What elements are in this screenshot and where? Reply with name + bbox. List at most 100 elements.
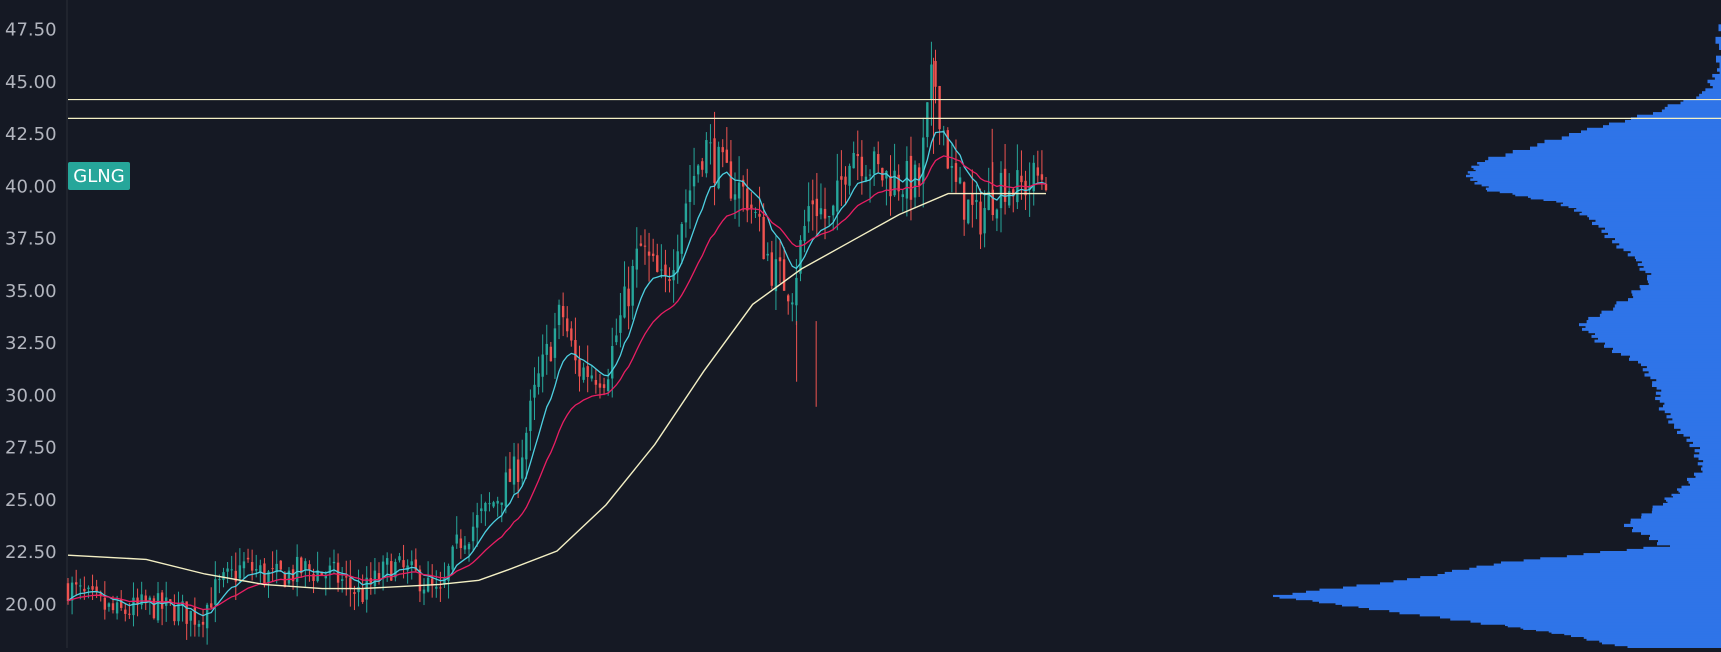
candle-body bbox=[632, 266, 634, 306]
candle-body bbox=[959, 177, 961, 183]
candle-body bbox=[312, 574, 314, 581]
candle-body bbox=[87, 588, 89, 589]
candle-body bbox=[722, 147, 724, 152]
candle-body bbox=[914, 165, 916, 198]
y-tick-label: 30.00 bbox=[5, 385, 57, 406]
candle-body bbox=[75, 582, 77, 584]
candle-body bbox=[971, 194, 973, 205]
candle-body bbox=[501, 503, 503, 505]
candle-body bbox=[116, 602, 118, 613]
candle-body bbox=[476, 515, 478, 528]
profile-bar bbox=[1716, 56, 1721, 63]
candle-body bbox=[619, 315, 621, 333]
candle-body bbox=[591, 375, 593, 378]
candle-body bbox=[758, 214, 760, 217]
candle-body bbox=[771, 252, 773, 285]
candle-body bbox=[938, 86, 940, 129]
candle-body bbox=[791, 302, 793, 304]
candle-body bbox=[521, 457, 523, 478]
candle-body bbox=[697, 166, 699, 175]
candle-body bbox=[214, 579, 216, 605]
y-tick-label: 27.50 bbox=[5, 438, 57, 459]
candle-body bbox=[889, 176, 891, 196]
candle-body bbox=[1041, 174, 1043, 180]
candle-body bbox=[779, 257, 781, 261]
candle-body bbox=[840, 176, 842, 180]
candle-body bbox=[349, 578, 351, 589]
candle-body bbox=[194, 607, 196, 624]
candle-body bbox=[611, 346, 613, 378]
y-tick-label: 35.00 bbox=[5, 281, 57, 302]
candle-body bbox=[607, 379, 609, 391]
candle-body bbox=[685, 203, 687, 222]
candle-body bbox=[541, 355, 543, 377]
candle-body bbox=[648, 252, 650, 256]
candle-body bbox=[124, 610, 126, 614]
candle-body bbox=[926, 102, 928, 137]
y-tick-label: 40.00 bbox=[5, 176, 57, 197]
candle-body bbox=[243, 561, 245, 568]
candle-body bbox=[902, 194, 904, 197]
candle-body bbox=[767, 254, 769, 256]
candle-body bbox=[983, 208, 985, 233]
y-tick-label: 20.00 bbox=[5, 594, 57, 615]
candle-body bbox=[734, 194, 736, 199]
candle-body bbox=[353, 592, 355, 594]
y-tick-label: 25.00 bbox=[5, 490, 57, 511]
candle-body bbox=[574, 340, 576, 360]
candle-body bbox=[812, 200, 814, 204]
candle-body bbox=[910, 156, 912, 200]
y-tick-label: 47.50 bbox=[5, 20, 57, 41]
candle-body bbox=[836, 181, 838, 212]
candle-body bbox=[333, 562, 335, 563]
candle-body bbox=[558, 305, 560, 325]
candle-body bbox=[844, 177, 846, 185]
candle-body bbox=[922, 138, 924, 184]
candle-body bbox=[893, 171, 895, 196]
candle-body bbox=[509, 469, 511, 482]
candle-body bbox=[848, 166, 850, 186]
y-tick-label: 22.50 bbox=[5, 542, 57, 563]
candle-body bbox=[615, 335, 617, 342]
candle-body bbox=[513, 456, 515, 484]
candle-body bbox=[599, 383, 601, 387]
candle-body bbox=[660, 269, 662, 270]
ticker-label: GLNG bbox=[73, 166, 124, 187]
candle-body bbox=[218, 579, 220, 580]
candle-body bbox=[828, 216, 830, 217]
candle-body bbox=[918, 167, 920, 185]
candle-body bbox=[705, 140, 707, 173]
y-tick-label: 32.50 bbox=[5, 333, 57, 354]
candle-body bbox=[472, 527, 474, 542]
candle-body bbox=[857, 154, 859, 156]
candle-body bbox=[91, 586, 93, 589]
candle-body bbox=[361, 589, 363, 602]
candle-body bbox=[963, 182, 965, 219]
candle-body bbox=[824, 209, 826, 219]
candle-body bbox=[173, 605, 175, 621]
candle-body bbox=[198, 624, 200, 627]
candle-body bbox=[382, 562, 384, 578]
candle-body bbox=[505, 472, 507, 506]
candle-body bbox=[877, 154, 879, 164]
candle-body bbox=[255, 569, 257, 571]
candle-body bbox=[738, 182, 740, 198]
candle-body bbox=[402, 560, 404, 567]
candle-body bbox=[1037, 167, 1039, 175]
candle-body bbox=[1020, 176, 1022, 182]
candle-body bbox=[492, 502, 494, 506]
candle-body bbox=[861, 157, 863, 176]
candle-body bbox=[210, 603, 212, 607]
candle-body bbox=[550, 347, 552, 361]
candle-body bbox=[656, 255, 658, 272]
candle-body bbox=[112, 603, 114, 610]
candle-body bbox=[484, 503, 486, 511]
candle-body bbox=[955, 163, 957, 182]
candle-body bbox=[435, 587, 437, 589]
profile-bar bbox=[1716, 37, 1721, 44]
candle-body bbox=[104, 598, 106, 610]
candle-body bbox=[239, 565, 241, 578]
candle-body bbox=[411, 561, 413, 565]
